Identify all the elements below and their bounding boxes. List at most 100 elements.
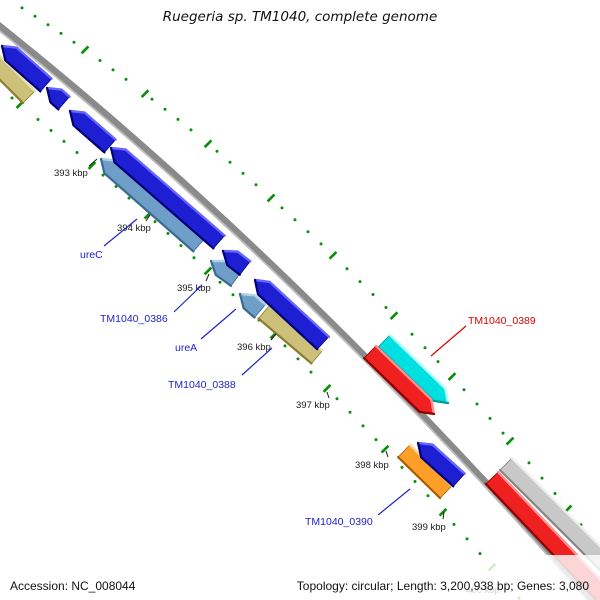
kbp-label: 396 kbp: [237, 342, 271, 353]
gene-shadow-edge: [45, 86, 60, 111]
status-bar: Accession: NC_008044 Topology: circular;…: [0, 555, 600, 600]
gene-label-TM1040_0390[interactable]: TM1040_0390: [305, 516, 373, 528]
kbp-label: 394 kbp: [117, 223, 151, 234]
gene-shadow-edge: [221, 249, 241, 276]
tick-dot: [371, 293, 375, 296]
tick-dot: [423, 346, 427, 350]
gene-label-TM1040_0386[interactable]: TM1040_0386: [100, 313, 168, 325]
kbp-tick-dash: [328, 250, 338, 260]
tick-dot: [98, 59, 102, 62]
tick-dot: [101, 173, 105, 177]
gene-shadow-edge: [0, 78, 25, 105]
kbp-callout-line: [88, 158, 98, 167]
tick-dot: [111, 68, 115, 72]
tick-dot: [296, 357, 300, 361]
kbp-label: 393 kbp: [54, 168, 88, 179]
map-title: Ruegeria sp. TM1040, complete genome: [162, 9, 438, 25]
tick-dot: [62, 139, 66, 143]
kbp-tick-dash: [505, 436, 515, 446]
tick-dot: [361, 424, 365, 428]
gene-highlight-edge: [388, 333, 450, 405]
gene-highlight-edge: [374, 344, 436, 416]
gene-label-TM1040_0388[interactable]: TM1040_0388: [168, 379, 236, 391]
tick-dot: [254, 183, 258, 187]
tick-dot: [36, 118, 40, 121]
gene-highlight-edge: [510, 456, 600, 548]
kbp-callout-line: [205, 273, 210, 282]
tick-dot: [153, 220, 157, 224]
tick-dot: [309, 370, 313, 374]
tick-dot: [319, 242, 323, 246]
tick-dot: [33, 14, 37, 18]
gene-highlight-edge: [0, 44, 53, 80]
kbp-label: 399 kbp: [412, 522, 446, 533]
tick-dot: [374, 438, 378, 442]
kbp-label: 398 kbp: [355, 460, 389, 471]
tick-dot: [280, 206, 284, 210]
kbp-callout-line: [326, 391, 330, 399]
gene-callout-line: [103, 218, 138, 247]
tick-dot: [426, 494, 430, 498]
tick-dot: [465, 537, 469, 541]
gene-callout-line: [200, 308, 237, 340]
tick-dot: [192, 256, 196, 260]
kbp-callout-line: [145, 214, 151, 222]
gene-shadow-edge: [209, 259, 233, 287]
tick-dot: [488, 416, 492, 420]
tick-dot: [358, 280, 362, 284]
gene-callout-line: [377, 488, 411, 516]
backbone-inner-edge: [0, 30, 589, 600]
tick-dot: [436, 360, 440, 364]
tick-dot: [345, 267, 349, 271]
tick-dot: [46, 23, 50, 27]
tick-dot: [231, 293, 235, 297]
gene-callout-line: [173, 284, 203, 313]
kbp-tick-dash: [389, 311, 399, 321]
gene-highlight-edge: [238, 292, 267, 306]
tick-dot: [150, 97, 154, 101]
tick-dot: [400, 465, 404, 469]
tick-dot: [10, 96, 14, 100]
kbp-callout-line: [442, 511, 445, 520]
gene-shadow-edge: [416, 441, 455, 488]
tick-dot: [20, 6, 24, 10]
tick-dot: [228, 160, 232, 164]
kbp-callout-line: [270, 333, 277, 341]
gene-label-ureC[interactable]: ureC: [80, 249, 103, 261]
gene-shadow-edge: [99, 157, 195, 253]
gene-highlight-edge: [221, 249, 252, 263]
tick-dot: [475, 402, 479, 406]
kbp-label: 395 kbp: [177, 283, 211, 294]
gene-highlight-edge: [416, 441, 466, 475]
tick-dot: [384, 306, 388, 309]
gene-label-ureA[interactable]: ureA: [175, 342, 197, 354]
gene-shadow-edge: [0, 44, 42, 93]
tick-dot: [527, 461, 531, 465]
kbp-tick-dash: [80, 45, 90, 55]
tick-dot: [127, 196, 131, 200]
tick-dot: [410, 332, 414, 336]
tick-dot: [114, 185, 118, 188]
tick-dot: [75, 151, 79, 154]
gene-label-TM1040_0389[interactable]: TM1040_0389: [468, 315, 536, 327]
tick-dot: [124, 77, 128, 81]
gene-callout-line: [241, 347, 273, 376]
tick-dot: [179, 244, 183, 248]
tick-dot: [462, 388, 466, 392]
kbp-tick-dash: [87, 161, 97, 170]
tick-dot: [348, 410, 352, 414]
tick-dot: [163, 107, 167, 111]
tick-dot: [501, 431, 505, 435]
gene-callout-line: [430, 325, 467, 357]
kbp-tick-dash: [140, 89, 150, 99]
tick-dot: [335, 397, 339, 401]
tick-dot: [72, 40, 76, 44]
kbp-tick-dash: [438, 507, 448, 517]
tick-dot: [283, 344, 287, 348]
tick-dot: [241, 171, 245, 175]
gene-shadow-edge: [257, 317, 313, 365]
tick-dot: [215, 149, 219, 153]
tick-dot: [306, 230, 310, 234]
gene-shadow-edge: [109, 146, 215, 250]
